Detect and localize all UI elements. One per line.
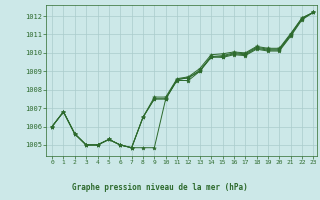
Text: Graphe pression niveau de la mer (hPa): Graphe pression niveau de la mer (hPa) — [72, 183, 248, 192]
